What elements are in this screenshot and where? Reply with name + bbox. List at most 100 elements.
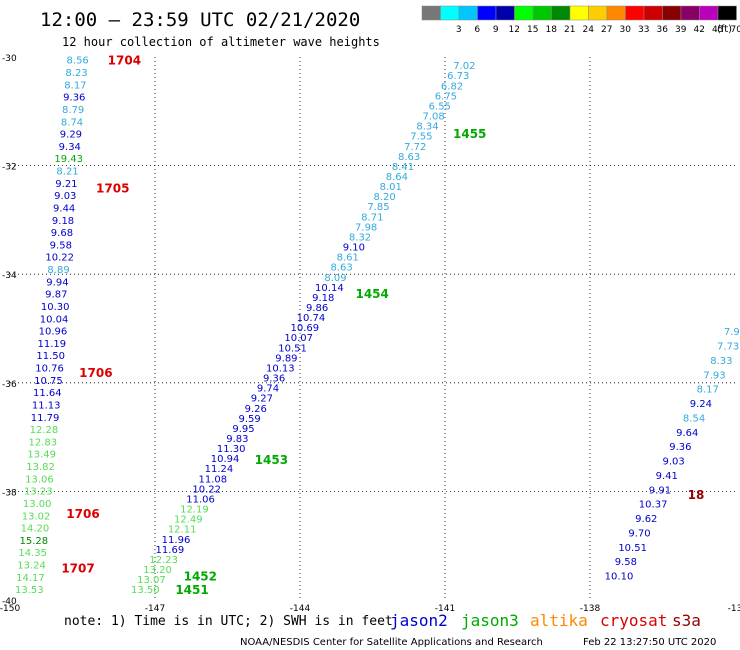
wave-height-value: 10.37 xyxy=(639,500,668,511)
wave-height-value: 8.56 xyxy=(67,56,89,67)
wave-height-value: 13.49 xyxy=(27,450,56,461)
wave-height-value: 11.24 xyxy=(205,464,234,475)
wave-height-value: 11.30 xyxy=(217,444,246,455)
y-tick-label: -40 xyxy=(2,597,17,607)
time-label: 1454 xyxy=(355,287,388,301)
wave-height-value: 9.36 xyxy=(263,374,285,385)
time-label: 18 xyxy=(688,488,705,502)
legend-swatch xyxy=(680,5,700,21)
wave-height-value: 12.23 xyxy=(149,555,178,566)
wave-height-value: 9.36 xyxy=(669,442,691,453)
legend-swatch xyxy=(514,5,534,21)
wave-height-value: 9.03 xyxy=(662,457,684,468)
x-tick-label: -141 xyxy=(435,604,455,614)
satellite-legend: jason2 jason3 altika cryosat s3a xyxy=(390,611,701,630)
legend-unit: (ft) xyxy=(717,24,732,35)
wave-height-value: 9.59 xyxy=(238,414,260,425)
wave-height-value: 8.01 xyxy=(380,182,402,193)
legend-bin-label: 12 xyxy=(509,25,520,35)
wave-height-value: 10.04 xyxy=(40,314,69,325)
wave-height-value: 13.24 xyxy=(17,561,46,572)
wave-height-value: 7.98 xyxy=(355,222,377,233)
wave-height-value: 10.96 xyxy=(39,327,68,338)
legend-bin-label: 18 xyxy=(546,25,558,35)
wave-height-value: 9.83 xyxy=(226,434,248,445)
time-label: 1704 xyxy=(108,54,141,68)
wave-height-value: 8.34 xyxy=(416,122,438,133)
wave-height-value: 9.34 xyxy=(59,142,81,153)
wave-height-value: 13.02 xyxy=(22,511,51,522)
x-tick-label: -138 xyxy=(580,604,601,614)
wave-height-value: 9.24 xyxy=(690,399,712,410)
wave-height-value: 9.94 xyxy=(46,277,68,288)
wave-height-value: 8.71 xyxy=(361,212,383,223)
wave-height-value: 8.17 xyxy=(64,80,86,91)
wave-height-value: 13.06 xyxy=(25,474,54,485)
legend-swatch xyxy=(643,5,663,21)
wave-height-value: 6.75 xyxy=(435,91,457,102)
wave-height-value: 9.74 xyxy=(257,384,279,395)
time-label: 1706 xyxy=(79,366,112,380)
wave-height-value: 9.86 xyxy=(306,303,328,314)
x-tick-label: -13 xyxy=(728,604,740,614)
wave-height-value: 10.74 xyxy=(297,313,326,324)
wave-height-value: 6.55 xyxy=(429,101,451,112)
legend-swatch xyxy=(569,5,589,21)
wave-height-value: 10.75 xyxy=(34,376,63,387)
wave-height-value: 12.83 xyxy=(29,437,58,448)
wave-height-value: 12.19 xyxy=(180,505,209,516)
wave-height-value: 13.07 xyxy=(137,575,166,586)
x-tick-label: -144 xyxy=(290,604,311,614)
wave-height-value: 7.02 xyxy=(453,61,475,72)
legend-bin-label: 15 xyxy=(527,25,538,35)
satellite-legend-entry: s3a xyxy=(672,611,701,630)
x-tick-label: -150 xyxy=(0,604,20,614)
legend-swatch xyxy=(699,5,719,21)
legend-bin-label: 70 xyxy=(731,25,740,35)
wave-height-value: 9.70 xyxy=(628,528,650,539)
wave-height-value: 8.32 xyxy=(349,232,371,243)
satellite-tracks: 8.568.238.179.368.798.749.299.3419.438.2… xyxy=(15,54,740,597)
wave-height-value: 9.21 xyxy=(55,179,77,190)
wave-height-value: 12.49 xyxy=(174,515,203,526)
wave-height-value: 12.11 xyxy=(168,525,197,536)
wave-height-value: 13.00 xyxy=(23,499,52,510)
wave-height-value: 10.94 xyxy=(211,454,240,465)
legend-swatch xyxy=(588,5,608,21)
y-tick-label: -32 xyxy=(2,163,17,173)
wave-height-value: 8.63 xyxy=(398,152,420,163)
wave-height-value: 10.13 xyxy=(266,363,295,374)
wave-height-value: 10.22 xyxy=(45,253,74,264)
legend-swatch xyxy=(532,5,552,21)
time-label: 1455 xyxy=(453,127,486,141)
wave-height-value: 15.28 xyxy=(20,536,49,547)
wave-height-value: 19.43 xyxy=(54,154,83,165)
wave-height-value: 6.82 xyxy=(441,81,463,92)
wave-height-value: 13.50 xyxy=(131,585,160,596)
wave-height-value: 11.64 xyxy=(33,388,62,399)
footer-note: note: 1) Time is in UTC; 2) SWH is in fe… xyxy=(64,614,393,629)
legend-swatch xyxy=(458,5,478,21)
wave-height-value: 11.79 xyxy=(31,413,60,424)
wave-height-value: 9.62 xyxy=(635,514,657,525)
wave-height-value: 9.27 xyxy=(251,394,273,405)
time-label: 1706 xyxy=(66,507,99,521)
legend-color-scale: 3 6 9 12 15 18 21 24 27 30 33 36 39 42 45 70 xyxy=(421,5,740,35)
footer-timestamp: Feb 22 13:27:50 UTC 2020 xyxy=(583,637,716,648)
wave-height-value: 8.20 xyxy=(373,192,395,203)
wave-height-value: 9.87 xyxy=(45,290,67,301)
wave-height-value: 11.08 xyxy=(198,474,227,485)
legend-bin-label: 42 xyxy=(694,25,705,35)
legend-bin-label: 24 xyxy=(583,25,595,35)
axis-tick-labels: -150 -147 -144 -141 -138 -13 -30 -32 -34 -36 -38 -4… xyxy=(0,54,740,614)
wave-height-value: 9.29 xyxy=(60,130,82,141)
wave-height-value: 9.68 xyxy=(51,228,73,239)
y-tick-label: -38 xyxy=(2,488,17,498)
legend-swatch xyxy=(662,5,682,21)
wave-height-value: 7.72 xyxy=(404,142,426,153)
wave-height-value: 11.69 xyxy=(156,545,185,556)
wave-height-value: 9.10 xyxy=(343,243,365,254)
wave-height-value: 11.50 xyxy=(36,351,65,362)
time-label: 1451 xyxy=(175,583,208,597)
